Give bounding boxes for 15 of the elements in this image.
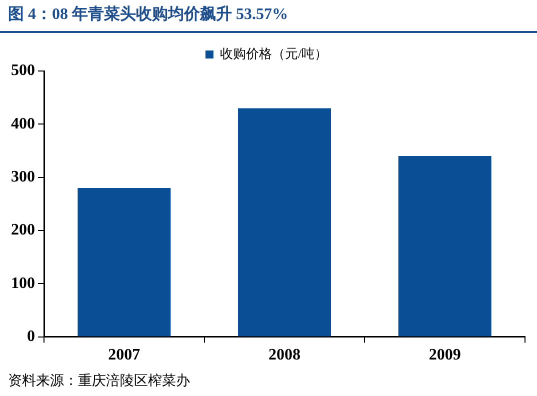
x-tick-label: 2007: [108, 346, 140, 364]
x-tick-label: 2008: [268, 346, 300, 364]
y-tick-label: 400: [11, 115, 35, 132]
chart-title: 图 4：08 年青菜头收购均价飙升 53.57%: [8, 4, 288, 25]
y-tick-label: 300: [11, 168, 35, 186]
bar: [398, 156, 492, 336]
y-tick-label: 100: [11, 274, 35, 292]
text: 资料来源：重庆涪陵区榨菜办: [8, 372, 190, 390]
bar: [238, 108, 331, 336]
legend-label: 收购价格（元/吨）: [220, 46, 328, 61]
y-tick-label: 0: [27, 328, 35, 345]
y-tick-label: 200: [11, 222, 35, 239]
x-tick-label: 2009: [428, 346, 461, 364]
y-tick-label: 500: [11, 62, 35, 80]
bar: [78, 188, 171, 336]
